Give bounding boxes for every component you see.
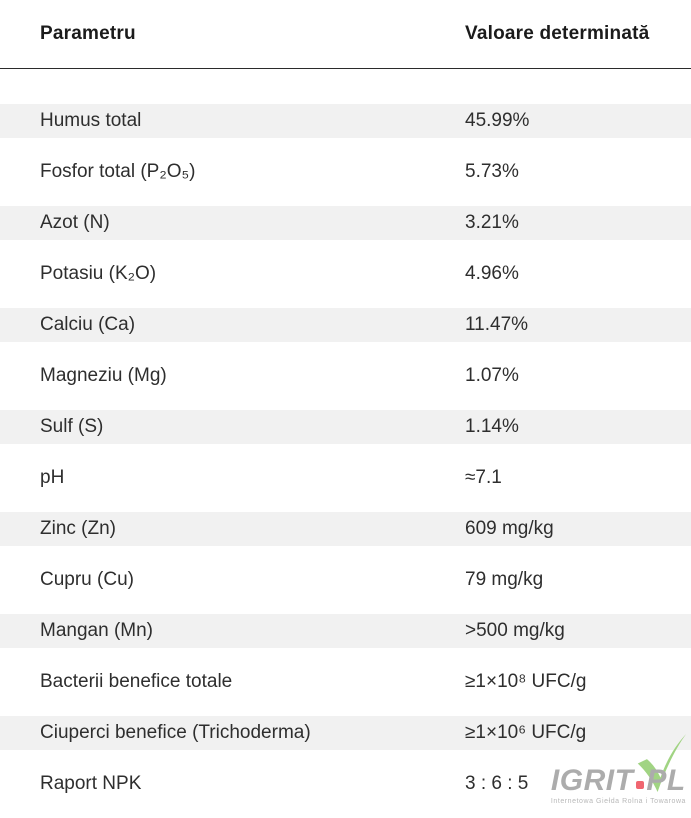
parameter-value: 3 : 6 : 5: [465, 773, 529, 794]
table-row: Ciuperci benefice (Trichoderma) ≥1×10⁶ U…: [0, 716, 691, 750]
table-row: Zinc (Zn) 609 mg/kg: [0, 512, 691, 546]
parameter-label: Bacterii benefice totale: [40, 671, 233, 692]
parameter-label: Potasiu (K₂O): [40, 263, 157, 284]
table-row: Fosfor total (P₂O₅) 5.73%: [0, 138, 691, 206]
parameter-value: 1.07%: [465, 365, 519, 386]
parameter-label: Humus total: [40, 110, 142, 131]
parameter-label: Cupru (Cu): [40, 569, 134, 590]
parameter-value: ≥1×10⁸ UFC/g: [465, 671, 587, 692]
parameter-value: 4.96%: [465, 263, 519, 284]
table-row: Cupru (Cu) 79 mg/kg: [0, 546, 691, 614]
table-row: pH ≈7.1: [0, 444, 691, 512]
column-header-parameter: Parametru: [40, 23, 136, 44]
parameter-label: Ciuperci benefice (Trichoderma): [40, 722, 311, 743]
table-row: Sulf (S) 1.14%: [0, 410, 691, 444]
table-row: Calciu (Ca) 11.47%: [0, 308, 691, 342]
table-row: Potasiu (K₂O) 4.96%: [0, 240, 691, 308]
header-spacer: [0, 69, 691, 104]
parameter-value: ≈7.1: [465, 467, 502, 488]
parameter-label: Magneziu (Mg): [40, 365, 167, 386]
table-row: Magneziu (Mg) 1.07%: [0, 342, 691, 410]
parameter-value: >500 mg/kg: [465, 620, 565, 641]
parameter-label: Raport NPK: [40, 773, 142, 794]
table-row: Humus total 45.99%: [0, 104, 691, 138]
parameter-value: ≥1×10⁶ UFC/g: [465, 722, 587, 743]
parameter-value: 3.21%: [465, 212, 519, 233]
table-body: Humus total 45.99% Fosfor total (P₂O₅) 5…: [0, 104, 691, 818]
parameter-value: 609 mg/kg: [465, 518, 554, 539]
table-row: Azot (N) 3.21%: [0, 206, 691, 240]
parameter-label: Mangan (Mn): [40, 620, 153, 641]
parameter-value: 1.14%: [465, 416, 519, 437]
column-header-value: Valoare determinată: [465, 23, 650, 44]
table-row: Mangan (Mn) >500 mg/kg: [0, 614, 691, 648]
parameter-label: pH: [40, 467, 65, 488]
parameter-value: 79 mg/kg: [465, 569, 544, 590]
parameter-label: Sulf (S): [40, 416, 104, 437]
parameter-value: 45.99%: [465, 110, 530, 131]
parameter-label: Calciu (Ca): [40, 314, 136, 335]
parameter-label: Fosfor total (P₂O₅): [40, 161, 196, 182]
parameter-label: Azot (N): [40, 212, 110, 233]
parameter-value: 5.73%: [465, 161, 519, 182]
table-row: Raport NPK 3 : 6 : 5: [0, 750, 691, 818]
parameter-value: 11.47%: [465, 314, 529, 335]
parameter-label: Zinc (Zn): [40, 518, 116, 539]
table-row: Bacterii benefice totale ≥1×10⁸ UFC/g: [0, 648, 691, 716]
table-header-row: Parametru Valoare determinată: [0, 0, 691, 69]
